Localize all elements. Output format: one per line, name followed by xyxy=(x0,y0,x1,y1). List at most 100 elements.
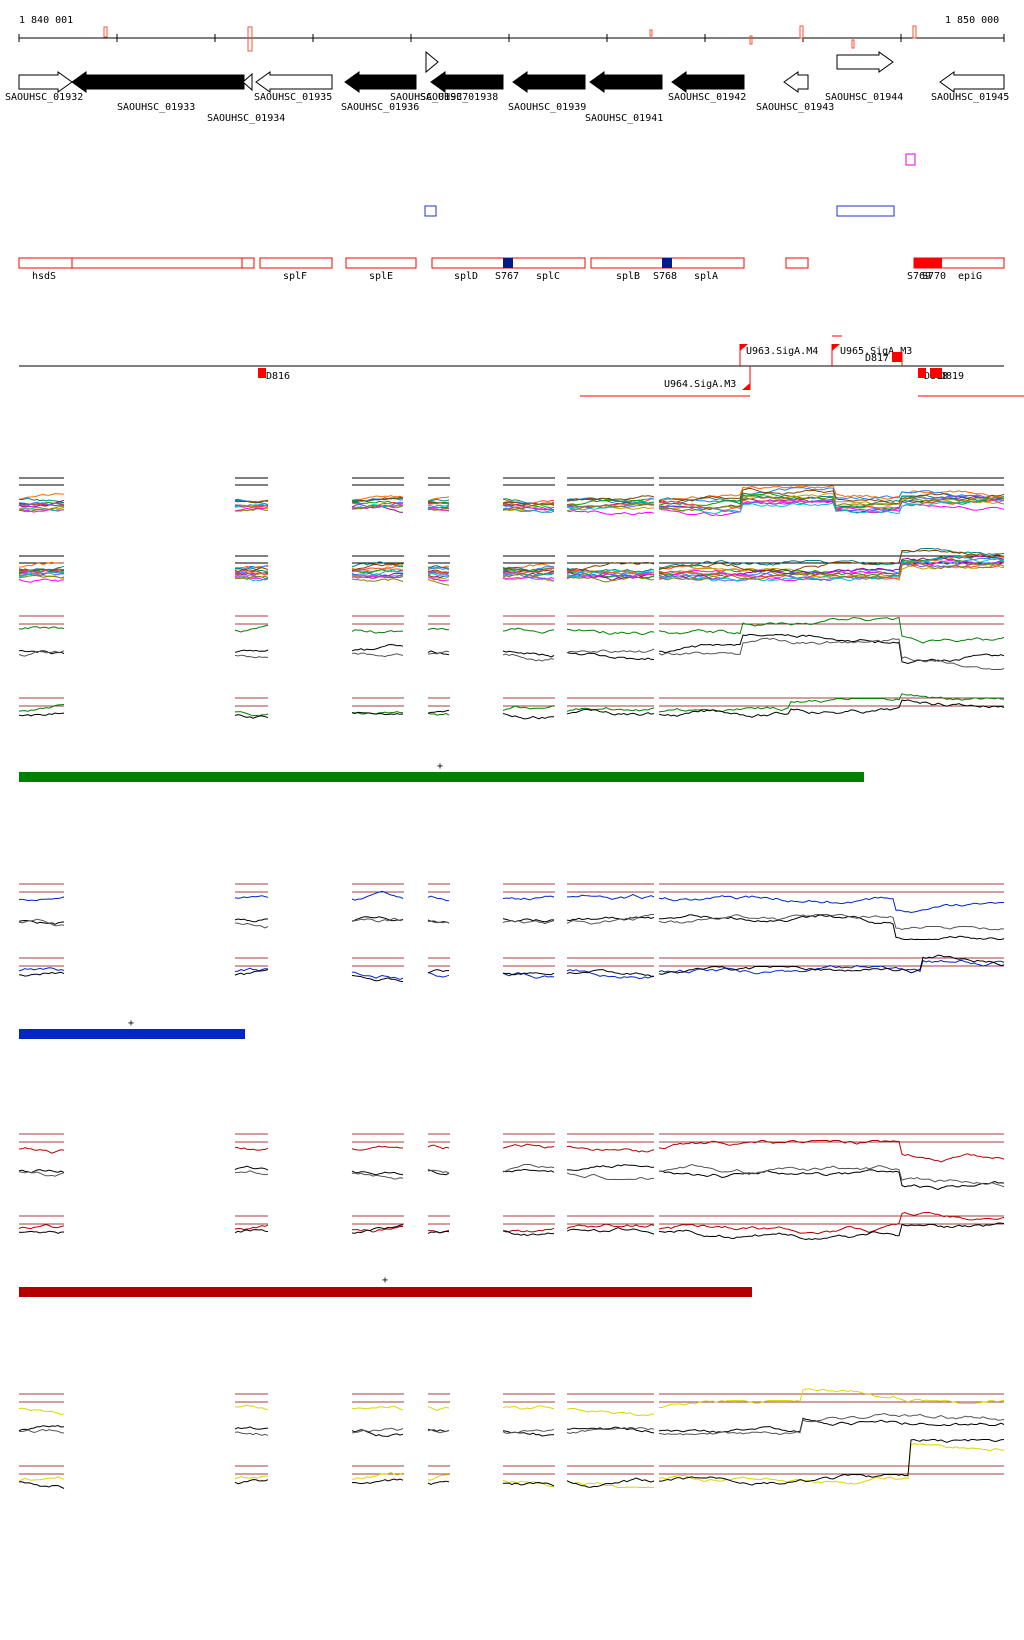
profile-line xyxy=(502,1428,555,1434)
profile-line xyxy=(234,500,269,504)
gene-label: SAOUHSC_01936 xyxy=(341,102,419,113)
profile-line xyxy=(351,974,404,982)
profile-line xyxy=(234,922,269,929)
profile-line xyxy=(659,1388,1005,1408)
profile-line xyxy=(503,1481,555,1487)
ruler-start-label: 1 840 001 xyxy=(19,15,73,26)
feature-label: splB xyxy=(616,271,640,282)
gene-label: SAOUHSC_01944 xyxy=(825,92,903,103)
profile-line xyxy=(658,954,1005,975)
feature-label: S770 xyxy=(922,271,946,282)
feature-label: hsdS xyxy=(32,271,56,282)
sigma-box xyxy=(503,258,513,268)
feature-box xyxy=(241,257,255,269)
profile-line xyxy=(427,505,450,509)
profile-line xyxy=(18,574,65,579)
profile-line xyxy=(351,1145,404,1151)
red-cluster-bar xyxy=(19,1287,752,1297)
profile-line xyxy=(234,576,269,582)
profile-line xyxy=(427,1480,450,1485)
profile-line xyxy=(18,506,65,511)
gene-arrow xyxy=(344,71,417,93)
profile-line xyxy=(566,495,655,502)
promoter-flag xyxy=(742,383,750,390)
profile-line xyxy=(566,1223,655,1229)
gene-label: SAOUHSC_01941 xyxy=(585,113,663,124)
profile-line xyxy=(502,506,555,511)
profile-line xyxy=(351,504,404,510)
profile-line xyxy=(567,893,655,900)
feature-box xyxy=(345,257,417,269)
site-marker xyxy=(799,25,804,39)
gene-label: SAOUHSC_01938 xyxy=(420,92,498,103)
profile-line xyxy=(502,713,554,720)
gene-arrow xyxy=(255,71,333,93)
profile-line xyxy=(18,1481,65,1489)
profile-line xyxy=(427,627,450,631)
profile-line xyxy=(502,972,555,976)
profile-line xyxy=(18,712,65,717)
profile-line xyxy=(428,565,450,569)
regulatory-track: U963.SigA.M4 U965.SigA.M3 U964.SigA.M3 D… xyxy=(19,335,1024,397)
profile-line xyxy=(18,569,65,573)
profile-line xyxy=(18,919,65,925)
profile-line xyxy=(427,570,450,574)
feature-box xyxy=(18,257,73,269)
profile-line xyxy=(427,576,450,580)
gene-arrow xyxy=(425,50,439,74)
profile-line xyxy=(234,1426,269,1430)
green-bar-marker: + xyxy=(437,761,443,772)
profile-line xyxy=(351,971,404,981)
profile-line xyxy=(658,914,1005,931)
profile-line xyxy=(234,1229,269,1234)
profile-line xyxy=(427,712,450,716)
profile-line xyxy=(502,503,555,509)
profile-line xyxy=(502,705,555,712)
profile-line xyxy=(234,967,269,972)
profile-line xyxy=(235,1170,269,1176)
profile-line xyxy=(566,1164,655,1171)
profile-line xyxy=(427,566,450,571)
profile-line xyxy=(658,559,1005,582)
profile-line xyxy=(18,1476,65,1482)
profile-line xyxy=(351,1224,404,1234)
profile-line xyxy=(351,629,404,634)
profile-line xyxy=(566,969,655,977)
profile-line xyxy=(566,1407,655,1417)
profile-line xyxy=(351,578,404,582)
profile-line xyxy=(234,1431,269,1437)
profile-line xyxy=(566,571,655,578)
profile-line xyxy=(427,498,450,502)
profile-line xyxy=(234,572,269,578)
profile-line xyxy=(566,708,655,716)
terminator-block xyxy=(258,368,266,378)
site-marker xyxy=(912,25,917,39)
gene-arrow xyxy=(836,51,894,73)
profile-line xyxy=(234,1404,269,1410)
profile-line xyxy=(658,550,1005,573)
profile-line xyxy=(18,1407,65,1416)
profile-line xyxy=(566,1145,655,1153)
profile-line xyxy=(502,1143,555,1149)
profile-line xyxy=(658,895,1004,914)
gene-label: SAOUHSC_01942 xyxy=(668,92,746,103)
profile-line xyxy=(18,1223,65,1230)
profile-line xyxy=(234,1479,269,1485)
feature-label: S768 xyxy=(653,271,677,282)
profile-line xyxy=(658,693,1005,713)
profile-line xyxy=(427,508,450,511)
profile-line xyxy=(427,972,450,978)
profile-line xyxy=(18,971,65,977)
profile-line xyxy=(658,699,1005,718)
profile-line xyxy=(502,627,555,634)
profile-line xyxy=(566,1477,655,1488)
gene-arrow xyxy=(18,71,73,93)
profile-line xyxy=(427,573,450,577)
profile-line xyxy=(566,916,655,922)
profile-line xyxy=(234,1165,269,1171)
gene-label: SAOUHSC_01934 xyxy=(207,113,285,124)
profile-line xyxy=(502,653,555,662)
profile-line xyxy=(502,895,555,901)
red-bar-marker: + xyxy=(382,1275,388,1286)
gene-arrow xyxy=(430,71,504,93)
